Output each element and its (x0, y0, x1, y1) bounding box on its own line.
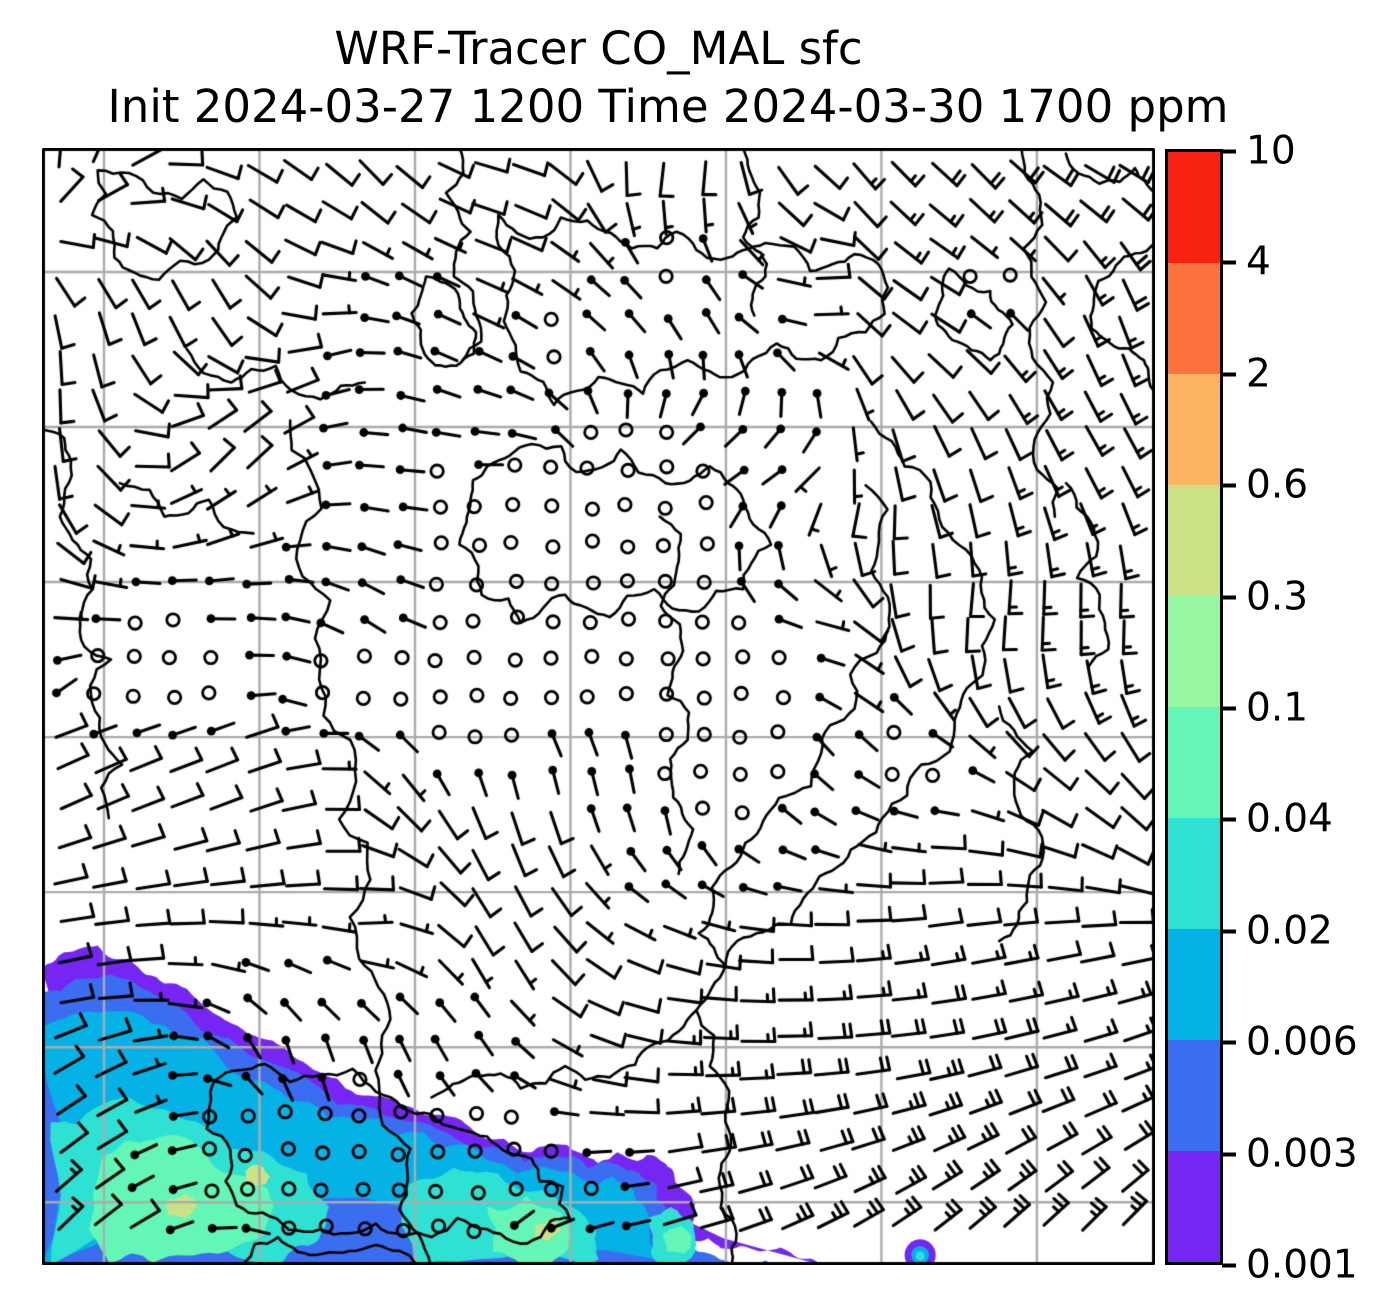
plot-title: WRF-Tracer CO_MAL sfc (334, 22, 863, 75)
tick-label: 0.04 (1246, 796, 1333, 842)
tick-mark (1222, 372, 1236, 376)
tick-mark (1222, 929, 1236, 933)
colorbar-segment (1168, 485, 1220, 596)
colorbar-segment (1168, 596, 1220, 707)
plot-subtitle: Init 2024-03-27 1200 Time 2024-03-30 170… (107, 80, 1229, 133)
tick-mark (1222, 1152, 1236, 1156)
colorbar-segment (1168, 1151, 1220, 1262)
colorbar-tick: 4 (1222, 243, 1271, 282)
map-plot-canvas (42, 148, 1155, 1265)
tick-label: 0.003 (1246, 1131, 1358, 1177)
colorbar-tick: 0.6 (1222, 466, 1308, 505)
tick-mark (1222, 1263, 1236, 1267)
tick-mark (1222, 595, 1236, 599)
tick-mark (1222, 260, 1236, 264)
colorbar-tick: 0.001 (1222, 1246, 1358, 1285)
tick-label: 0.6 (1246, 462, 1309, 508)
tick-label: 0.1 (1246, 685, 1309, 731)
colorbar-segment (1168, 374, 1220, 485)
colorbar-segment (1168, 707, 1220, 818)
tick-label: 0.02 (1246, 908, 1333, 954)
colorbar-segment (1168, 152, 1220, 263)
colorbar-tick: 0.003 (1222, 1135, 1358, 1174)
colorbar-segment (1168, 263, 1220, 374)
tick-mark (1222, 706, 1236, 710)
tick-label: 0.3 (1246, 574, 1309, 620)
colorbar-tick: 10 (1222, 132, 1296, 171)
tick-mark (1222, 1040, 1236, 1044)
tick-mark (1222, 817, 1236, 821)
tick-label: 0.001 (1246, 1242, 1358, 1288)
colorbar-segment (1168, 929, 1220, 1040)
colorbar-tick: 0.006 (1222, 1023, 1358, 1062)
tick-label: 4 (1246, 239, 1271, 285)
colorbar-tick: 0.3 (1222, 578, 1308, 617)
colorbar-tick: 0.1 (1222, 689, 1308, 728)
colorbar (1165, 149, 1223, 1265)
tick-mark (1222, 483, 1236, 487)
colorbar-tick: 2 (1222, 355, 1271, 394)
colorbar-segment (1168, 1040, 1220, 1151)
tick-label: 2 (1246, 351, 1271, 397)
tick-mark (1222, 149, 1236, 153)
colorbar-tick: 0.02 (1222, 912, 1333, 951)
tick-label: 10 (1246, 128, 1296, 174)
colorbar-segment (1168, 818, 1220, 929)
colorbar-tick: 0.04 (1222, 800, 1333, 839)
tick-label: 0.006 (1246, 1019, 1358, 1065)
